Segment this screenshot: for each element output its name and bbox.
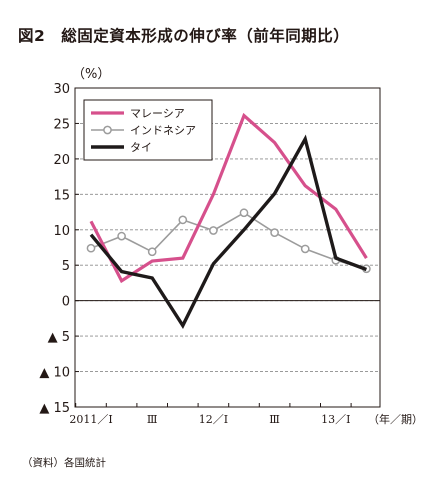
- data-point-indonesia: [239, 208, 249, 218]
- series-lines: [86, 112, 371, 329]
- data-point-indonesia: [300, 244, 310, 254]
- y-tick-label: 30: [53, 82, 70, 97]
- y-tick-label: ▲ 15: [39, 401, 70, 416]
- plot-frame: [74, 87, 381, 408]
- legend-label-indonesia: インドネシア: [130, 124, 196, 137]
- y-tick-label: 0: [62, 295, 70, 310]
- source-note: （資料）各国統計: [22, 457, 106, 469]
- series-line-thailand: [89, 134, 367, 329]
- data-point-indonesia: [117, 231, 126, 241]
- x-tick-label: 13／Ⅰ: [321, 413, 350, 426]
- legend-label-malaysia: マレーシア: [130, 107, 185, 120]
- data-point-indonesia: [86, 243, 96, 253]
- y-tick-label: 25: [53, 117, 70, 132]
- y-tick-label: 15: [53, 188, 70, 203]
- data-point-indonesia: [270, 228, 279, 237]
- data-point-indonesia: [209, 226, 218, 235]
- y-tick-label: 20: [53, 153, 70, 168]
- series-line-indonesia: [90, 211, 367, 270]
- y-tick-label: 10: [53, 224, 70, 239]
- y-tick-label: 5: [62, 259, 70, 274]
- x-tick-label: 12／Ⅰ: [199, 413, 228, 426]
- legend-marker-indonesia: [103, 125, 112, 135]
- y-tick-label: ▲ 5: [48, 330, 70, 345]
- chart-title: 図2 総固定資本形成の伸び率（前年同期比）: [18, 27, 350, 45]
- x-tick-label: Ⅲ: [269, 413, 280, 426]
- x-axis-unit: （年／期）: [368, 412, 423, 426]
- data-point-indonesia: [178, 215, 188, 225]
- data-point-indonesia: [147, 247, 157, 257]
- y-axis-unit: （%）: [72, 67, 110, 82]
- y-tick-label: ▲ 10: [39, 366, 70, 381]
- legend-label-thailand: タイ: [130, 141, 152, 154]
- x-tick-label: 2011／Ⅰ: [69, 413, 112, 426]
- x-tick-label: Ⅲ: [147, 413, 158, 426]
